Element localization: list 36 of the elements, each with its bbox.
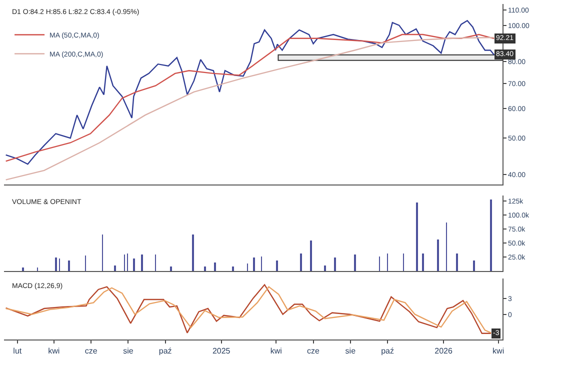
x-tick-label: lut [13,346,22,356]
bar [22,267,24,272]
bar [68,260,70,272]
x-tick-label: 2026 [434,346,453,356]
bar [214,262,216,272]
x-tick-label: kwi [48,346,60,356]
x-tick-label: cze [84,346,98,356]
bar [437,239,439,272]
bar [170,266,172,272]
x-tick-label: kwi [270,346,282,356]
bar [114,265,116,272]
x-tick-label: kwi [492,346,504,356]
bar [204,266,206,272]
x-tick-label: sie [123,346,134,356]
bar [354,254,356,272]
bar [422,253,424,272]
x-tick-label: sie [345,346,356,356]
bar [456,253,458,272]
bar [232,266,234,272]
bar [133,258,135,272]
x-tick-label: paź [381,346,394,356]
bar [253,257,255,272]
bar [334,257,336,272]
bar [276,260,278,272]
bar [324,265,326,272]
bar [473,260,475,272]
bar [490,199,492,272]
bar [55,257,57,272]
bar [192,234,194,272]
x-tick-label: cze [307,346,320,356]
x-tick-label: paź [158,346,172,356]
bar [310,240,312,272]
bar [141,254,143,272]
bar [416,202,418,272]
x-tick-label: 2025 [212,346,231,356]
bar [300,253,302,272]
